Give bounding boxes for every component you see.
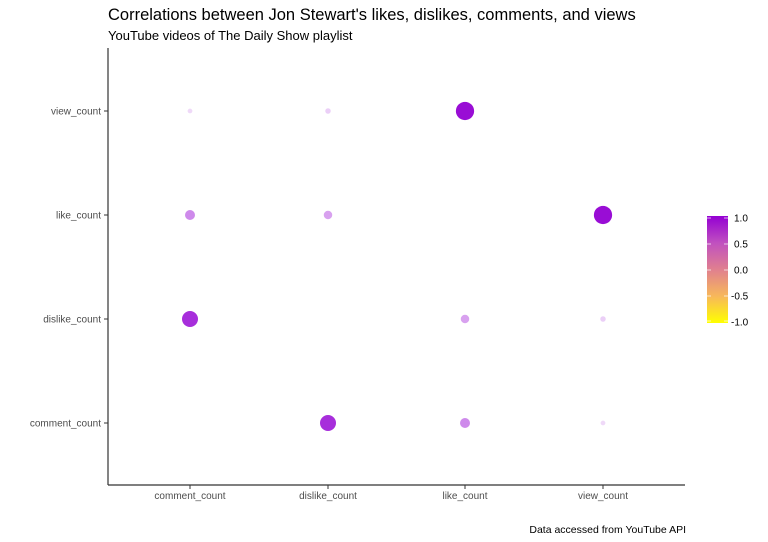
y-tick-label: like_count (56, 211, 101, 222)
correlation-point (325, 108, 331, 114)
correlation-point (460, 314, 470, 324)
x-tick-label: dislike_count (299, 491, 357, 502)
x-tick-label: like_count (442, 491, 487, 502)
legend-tick-label: 0.0 (734, 266, 748, 277)
data-points (182, 101, 613, 431)
chart-subtitle: YouTube videos of The Daily Show playlis… (108, 28, 353, 43)
legend-tick-label: -0.5 (731, 292, 749, 303)
correlation-point (323, 210, 333, 220)
correlation-point (593, 205, 613, 225)
color-legend: 1.0 0.5 0.0 -0.5 -1.0 (707, 214, 749, 329)
chart-title: Correlations between Jon Stewart's likes… (108, 6, 636, 24)
colorbar (707, 216, 728, 323)
correlation-point (320, 415, 336, 431)
correlation-point (187, 108, 193, 114)
y-tick-label: view_count (51, 107, 101, 118)
correlation-point (600, 420, 606, 426)
correlation-point (600, 316, 606, 322)
correlation-point (182, 311, 198, 327)
y-tick-label: comment_count (30, 419, 101, 430)
chart-caption: Data accessed from YouTube API (529, 524, 686, 536)
legend-tick-label: -1.0 (731, 318, 749, 329)
correlation-point (460, 418, 470, 428)
y-axis-ticks: view_count like_count dislike_count comm… (30, 107, 108, 430)
correlation-point (185, 210, 195, 220)
x-tick-label: view_count (578, 491, 628, 502)
y-tick-label: dislike_count (43, 315, 101, 326)
legend-tick-label: 1.0 (734, 214, 748, 225)
correlation-point (455, 101, 475, 121)
x-tick-label: comment_count (154, 491, 225, 502)
legend-tick-label: 0.5 (734, 240, 748, 251)
x-axis-ticks: comment_count dislike_count like_count v… (154, 485, 628, 502)
